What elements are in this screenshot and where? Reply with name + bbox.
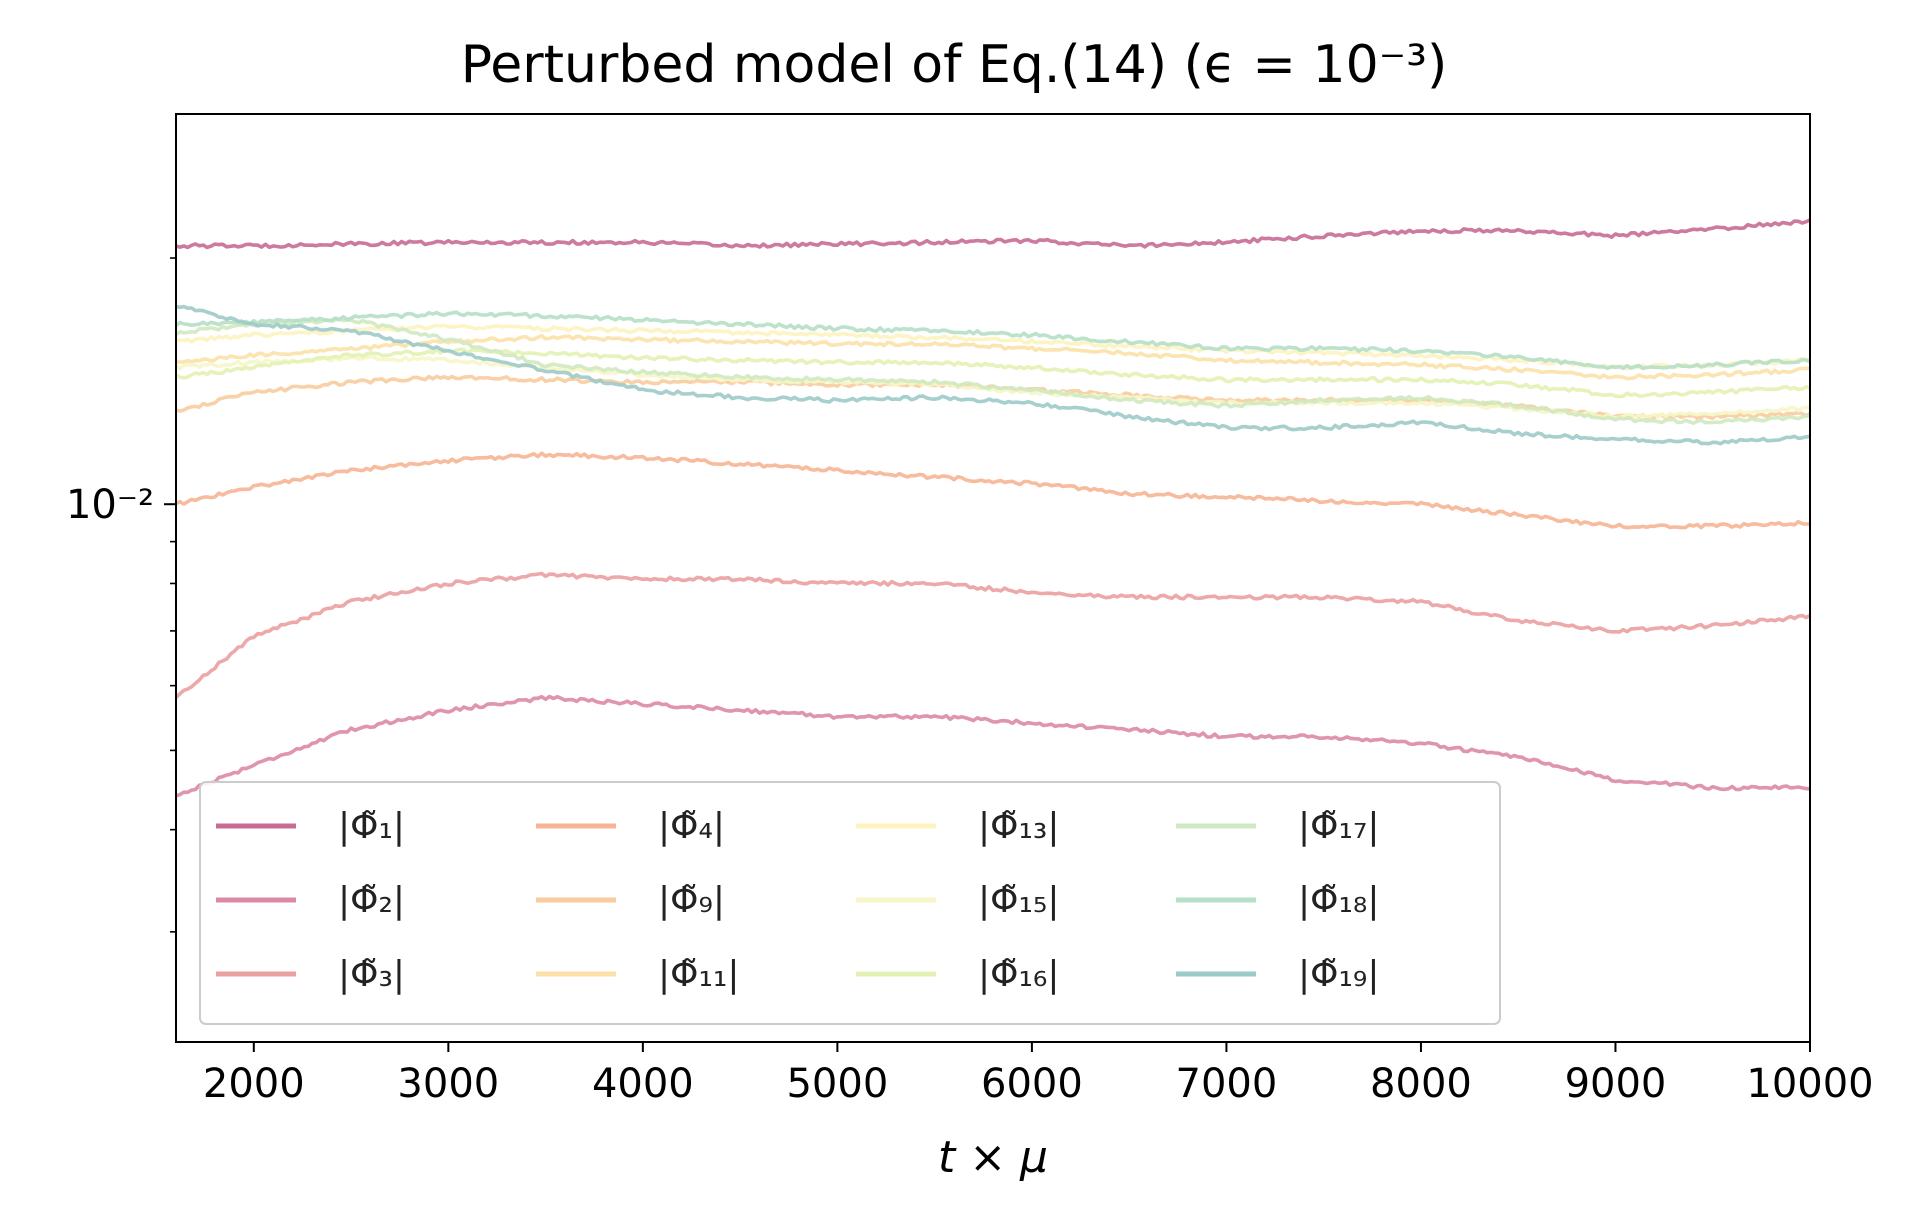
series-line-3 (174, 571, 1811, 699)
series-line-1 (175, 218, 1811, 250)
x-tick-label: 2000 (203, 1061, 305, 1107)
x-tick-label: 9000 (1565, 1061, 1667, 1107)
legend-label: |Φ̃₁₇| (1298, 806, 1379, 847)
series-lines (174, 218, 1811, 798)
axes: 2000 3000 4000 5000 6000 7000 8000 9000 10000 10⁻… (66, 257, 1874, 1107)
legend: |Φ̃₁| |Φ̃₂| |Φ̃₃| |Φ̃₄| |Φ̃₉| |Φ̃₁₁| |Φ̃₁₃| |Φ̃… (199, 781, 1501, 1025)
series-line-11 (174, 310, 1811, 371)
series-line-2 (175, 694, 1811, 798)
x-tick-label: 10000 (1746, 1061, 1873, 1107)
x-tick-label: 8000 (1370, 1061, 1472, 1107)
x-tick-label: 7000 (1176, 1061, 1278, 1107)
series-line-6 (175, 333, 1811, 381)
y-tick-label: 10⁻² (66, 482, 154, 528)
legend-label: |Φ̃₁₁| (658, 954, 739, 995)
series-line-10 (174, 317, 1811, 426)
x-tick-label: 4000 (592, 1061, 694, 1107)
legend-label: |Φ̃₁₆| (978, 954, 1059, 995)
chart-title: Perturbed model of Eq.(14) (ϵ = 10⁻³) (461, 35, 1448, 95)
legend-label: |Φ̃₃| (338, 954, 405, 995)
legend-label: |Φ̃₁₃| (978, 806, 1059, 847)
legend-label: |Φ̃₄| (658, 806, 725, 847)
x-tick-label: 5000 (786, 1061, 888, 1107)
legend-label: |Φ̃₂| (338, 880, 405, 921)
series-line-4 (175, 451, 1810, 530)
x-tick-label: 3000 (397, 1061, 499, 1107)
series-line-12 (175, 304, 1811, 446)
legend-label: |Φ̃₁₈| (1298, 880, 1379, 921)
legend-box (199, 781, 1501, 1025)
x-tick-label: 6000 (981, 1061, 1083, 1107)
legend-label: |Φ̃₉| (658, 880, 725, 921)
legend-label: |Φ̃₁| (338, 806, 405, 847)
plot-frame (175, 113, 1811, 1043)
x-axis-label: t × μ (938, 1132, 1048, 1183)
legend-label: |Φ̃₁₅| (978, 880, 1059, 921)
legend-label: |Φ̃₁₉| (1298, 954, 1379, 995)
